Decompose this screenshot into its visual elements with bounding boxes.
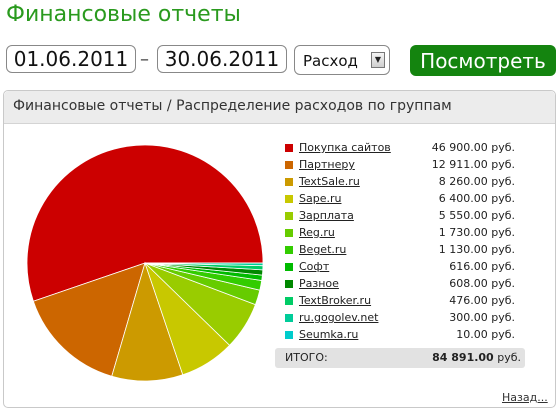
- legend-item: Покупка сайтов 46 900.00 руб.: [285, 140, 515, 157]
- legend-link-seumka[interactable]: Seumka.ru: [299, 328, 359, 341]
- legend-value: 476.00 руб.: [449, 294, 515, 307]
- legend-link-beget[interactable]: Beget.ru: [299, 243, 347, 256]
- legend-item: TextBroker.ru 476.00 руб.: [285, 293, 515, 310]
- legend-item: Разное 608.00 руб.: [285, 276, 515, 293]
- legend-swatch: [285, 161, 293, 169]
- legend-swatch: [285, 178, 293, 186]
- legend-swatch: [285, 297, 293, 305]
- legend-item: Зарплата 5 550.00 руб.: [285, 208, 515, 225]
- view-report-button[interactable]: Посмотреть: [410, 45, 556, 76]
- legend-link-textbroker[interactable]: TextBroker.ru: [299, 294, 372, 307]
- legend-swatch: [285, 144, 293, 152]
- legend-item: Reg.ru 1 730.00 руб.: [285, 225, 515, 242]
- back-link[interactable]: Назад...: [502, 391, 548, 404]
- legend-value: 6 400.00 руб.: [438, 192, 515, 205]
- total-value: 84 891.00: [432, 351, 494, 364]
- legend-value: 12 911.00 руб.: [431, 158, 515, 171]
- legend-value: 46 900.00 руб.: [431, 141, 515, 154]
- date-from-input[interactable]: [6, 45, 136, 73]
- legend-value: 300.00 руб.: [449, 311, 515, 324]
- legend-item: Партнеру 12 911.00 руб.: [285, 157, 515, 174]
- legend-value: 8 260.00 руб.: [438, 175, 515, 188]
- total-unit: руб.: [497, 351, 521, 364]
- page-title: Финансовые отчеты: [6, 2, 241, 27]
- panel-header: Финансовые отчеты / Распределение расход…: [4, 91, 555, 124]
- legend-value: 5 550.00 руб.: [438, 209, 515, 222]
- date-range-separator: –: [140, 49, 149, 70]
- legend-item: ru.gogolev.net 300.00 руб.: [285, 310, 515, 327]
- report-type-value: Расход: [303, 52, 358, 70]
- total-row: ИТОГО: 84 891.00 руб.: [275, 348, 525, 368]
- legend-swatch: [285, 280, 293, 288]
- legend-swatch: [285, 195, 293, 203]
- legend-link-zarplata[interactable]: Зарплата: [299, 209, 354, 222]
- legend-swatch: [285, 246, 293, 254]
- legend-item: Sape.ru 6 400.00 руб.: [285, 191, 515, 208]
- legend-item: Seumka.ru 10.00 руб.: [285, 327, 515, 344]
- pie-slice: [32, 262, 146, 377]
- report-type-select[interactable]: Расход ▼: [294, 45, 390, 75]
- legend-link-sape[interactable]: Sape.ru: [299, 192, 342, 205]
- legend-value: 608.00 руб.: [449, 277, 515, 290]
- legend-link-soft[interactable]: Софт: [299, 260, 330, 273]
- legend-link-raznoe[interactable]: Разное: [299, 277, 339, 290]
- legend-swatch: [285, 212, 293, 220]
- legend-link-gogolev[interactable]: ru.gogolev.net: [299, 311, 379, 324]
- legend-item: TextSale.ru 8 260.00 руб.: [285, 174, 515, 191]
- date-to-input[interactable]: [157, 45, 287, 73]
- panel-title: Финансовые отчеты / Распределение расход…: [13, 98, 452, 114]
- pie-slice: [26, 144, 264, 302]
- total-label: ИТОГО:: [285, 351, 328, 364]
- legend-swatch: [285, 263, 293, 271]
- legend-link-partner[interactable]: Партнеру: [299, 158, 355, 171]
- legend-value: 10.00 руб.: [456, 328, 515, 341]
- legend-link-reg[interactable]: Reg.ru: [299, 226, 335, 239]
- chevron-down-icon[interactable]: ▼: [371, 52, 385, 68]
- legend-value: 616.00 руб.: [449, 260, 515, 273]
- legend-item: Beget.ru 1 130.00 руб.: [285, 242, 515, 259]
- legend-swatch: [285, 229, 293, 237]
- expense-pie-chart: [26, 144, 264, 382]
- legend-value: 1 730.00 руб.: [438, 226, 515, 239]
- legend-item: Софт 616.00 руб.: [285, 259, 515, 276]
- legend-link-pokupka-saitov[interactable]: Покупка сайтов: [299, 141, 391, 154]
- legend-value: 1 130.00 руб.: [438, 243, 515, 256]
- legend-swatch: [285, 331, 293, 339]
- legend-link-textsale[interactable]: TextSale.ru: [299, 175, 360, 188]
- total-amount: 84 891.00 руб.: [432, 351, 521, 364]
- legend-swatch: [285, 314, 293, 322]
